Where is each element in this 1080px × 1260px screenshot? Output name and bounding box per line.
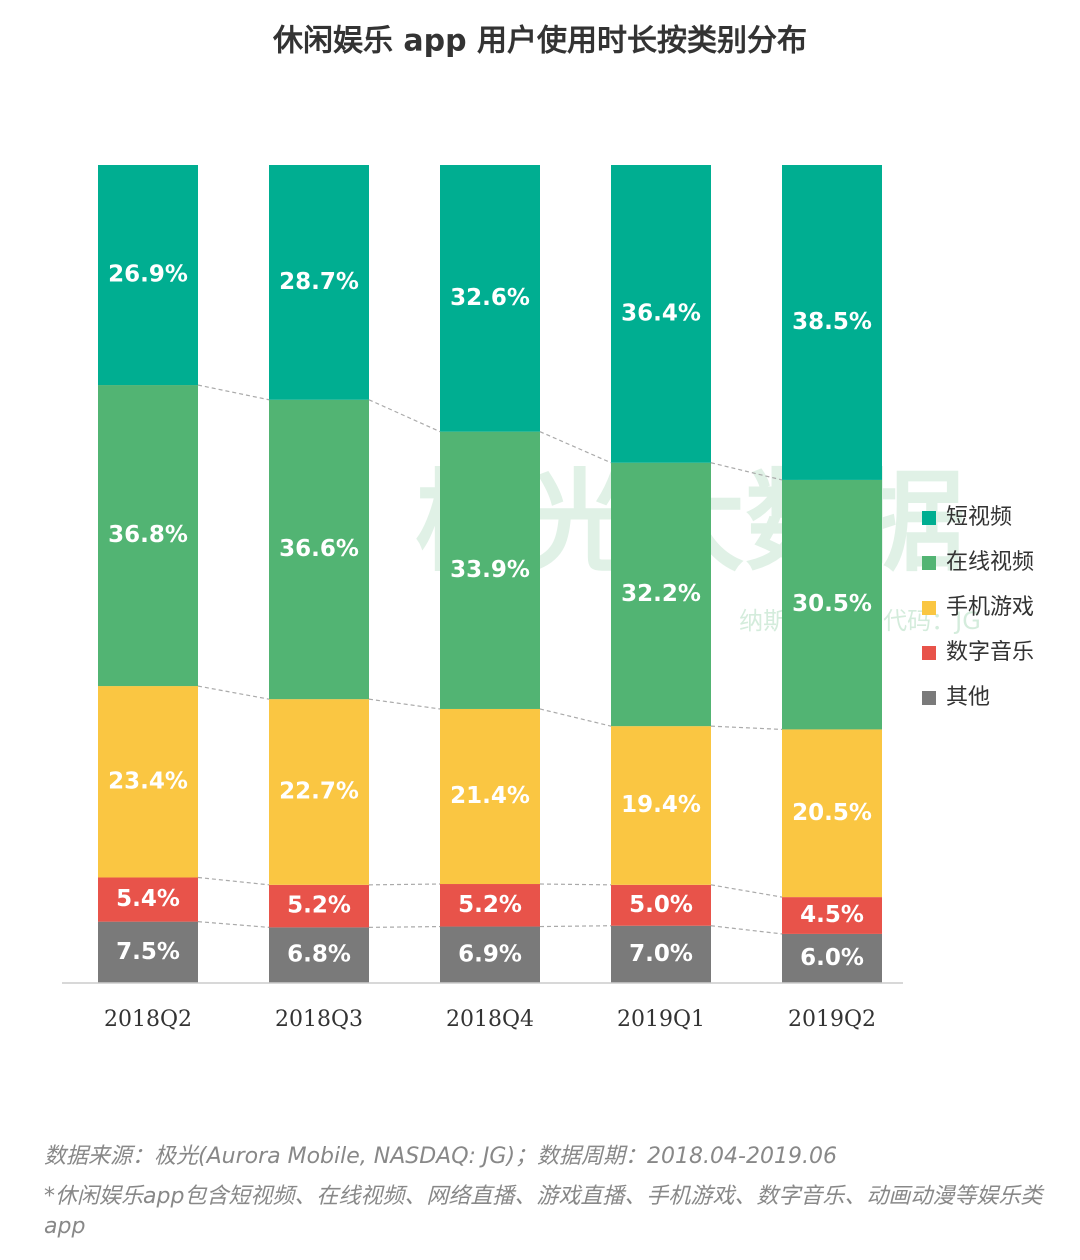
value-label: 20.5%	[792, 800, 872, 826]
value-label: 28.7%	[279, 269, 359, 295]
value-label: 6.8%	[287, 942, 351, 968]
value-label: 33.9%	[450, 557, 530, 583]
connector-line	[368, 698, 441, 710]
connector-line	[539, 431, 612, 464]
legend-label: 短视频	[946, 505, 1012, 530]
value-label: 32.2%	[621, 581, 701, 607]
connector-line	[368, 399, 441, 433]
connector-line	[539, 925, 612, 928]
value-label: 26.9%	[108, 262, 188, 288]
bar-segment	[782, 165, 882, 480]
value-label: 6.9%	[458, 941, 522, 967]
bar-segment	[782, 729, 882, 898]
value-label: 5.4%	[116, 886, 180, 912]
chart-title: 休闲娱乐 app 用户使用时长按类别分布	[272, 24, 807, 59]
x-tick-label: 2018Q2	[104, 1007, 192, 1032]
value-label: 21.4%	[450, 783, 530, 809]
value-label: 23.4%	[108, 768, 188, 794]
bar-segment	[440, 708, 540, 885]
bar-segment	[98, 921, 198, 983]
bar-segment	[269, 165, 369, 400]
value-label: 6.0%	[800, 945, 864, 971]
connector-line	[368, 883, 441, 886]
legend-label: 其他	[946, 685, 990, 710]
x-tick-label: 2019Q1	[617, 1007, 705, 1032]
bar-segment	[782, 933, 882, 983]
source-note: 数据来源：极光(Aurora Mobile, NASDAQ: JG)；数据周期：…	[44, 1144, 837, 1169]
connector-line	[197, 921, 270, 928]
connector-line	[539, 883, 612, 886]
legend-swatch	[922, 646, 936, 660]
value-label: 19.4%	[621, 792, 701, 818]
connector-line	[197, 685, 270, 700]
legend-swatch	[922, 556, 936, 570]
x-tick-label: 2018Q4	[446, 1007, 534, 1032]
bar-segment	[782, 897, 882, 934]
legend-swatch	[922, 601, 936, 615]
bar-segment	[440, 926, 540, 983]
value-label: 36.6%	[279, 536, 359, 562]
bar-segment	[782, 479, 882, 730]
x-tick-label: 2018Q3	[275, 1007, 363, 1032]
bar-segment	[611, 462, 711, 727]
legend-swatch	[922, 691, 936, 705]
bar-segment	[98, 165, 198, 386]
bar-segment	[440, 165, 540, 432]
bar-segment	[611, 884, 711, 926]
value-label: 7.5%	[116, 939, 180, 965]
bar-segment	[440, 884, 540, 927]
value-label: 7.0%	[629, 941, 693, 967]
connector-line	[710, 462, 783, 481]
bar-segment	[269, 399, 369, 700]
footnote: *休闲娱乐app包含短视频、在线视频、网络直播、游戏直播、手机游戏、数字音乐、动…	[44, 1184, 1043, 1239]
connector-line	[197, 876, 270, 886]
x-tick-label: 2019Q2	[788, 1007, 876, 1032]
bar-segment	[440, 431, 540, 709]
value-label: 30.5%	[792, 591, 872, 617]
chart: 休闲娱乐 app 用户使用时长按类别分布 极光大数据 纳斯达克股票代码：JG 7…	[62, 24, 1034, 1032]
bar-segment	[611, 726, 711, 885]
value-label: 22.7%	[279, 778, 359, 804]
connector-line	[197, 384, 270, 401]
connector-line	[710, 725, 783, 731]
legend-swatch	[922, 511, 936, 525]
connector-line	[710, 884, 783, 898]
value-label: 36.4%	[621, 300, 701, 326]
value-label: 38.5%	[792, 309, 872, 335]
bar-segment	[98, 686, 198, 878]
bar-segment	[98, 385, 198, 687]
legend-label: 数字音乐	[946, 640, 1034, 665]
value-label: 5.2%	[287, 893, 351, 919]
legend-label: 在线视频	[946, 550, 1034, 575]
bar-segment	[269, 927, 369, 983]
connector-line	[710, 925, 783, 935]
value-label: 5.0%	[629, 892, 693, 918]
bar-segment	[269, 884, 369, 928]
connector-line	[368, 925, 441, 928]
bar-segment	[98, 877, 198, 922]
legend-label: 手机游戏	[946, 595, 1034, 620]
value-label: 4.5%	[800, 902, 864, 928]
bar-segment	[269, 699, 369, 885]
value-label: 5.2%	[458, 892, 522, 918]
connector-line	[539, 708, 612, 727]
value-label: 32.6%	[450, 285, 530, 311]
value-label: 36.8%	[108, 522, 188, 548]
bar-segment	[611, 925, 711, 983]
bar-segment	[611, 165, 711, 463]
